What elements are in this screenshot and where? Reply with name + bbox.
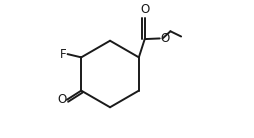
Text: O: O <box>57 93 66 106</box>
Text: O: O <box>140 3 149 16</box>
Text: F: F <box>60 48 67 61</box>
Text: O: O <box>160 32 170 45</box>
